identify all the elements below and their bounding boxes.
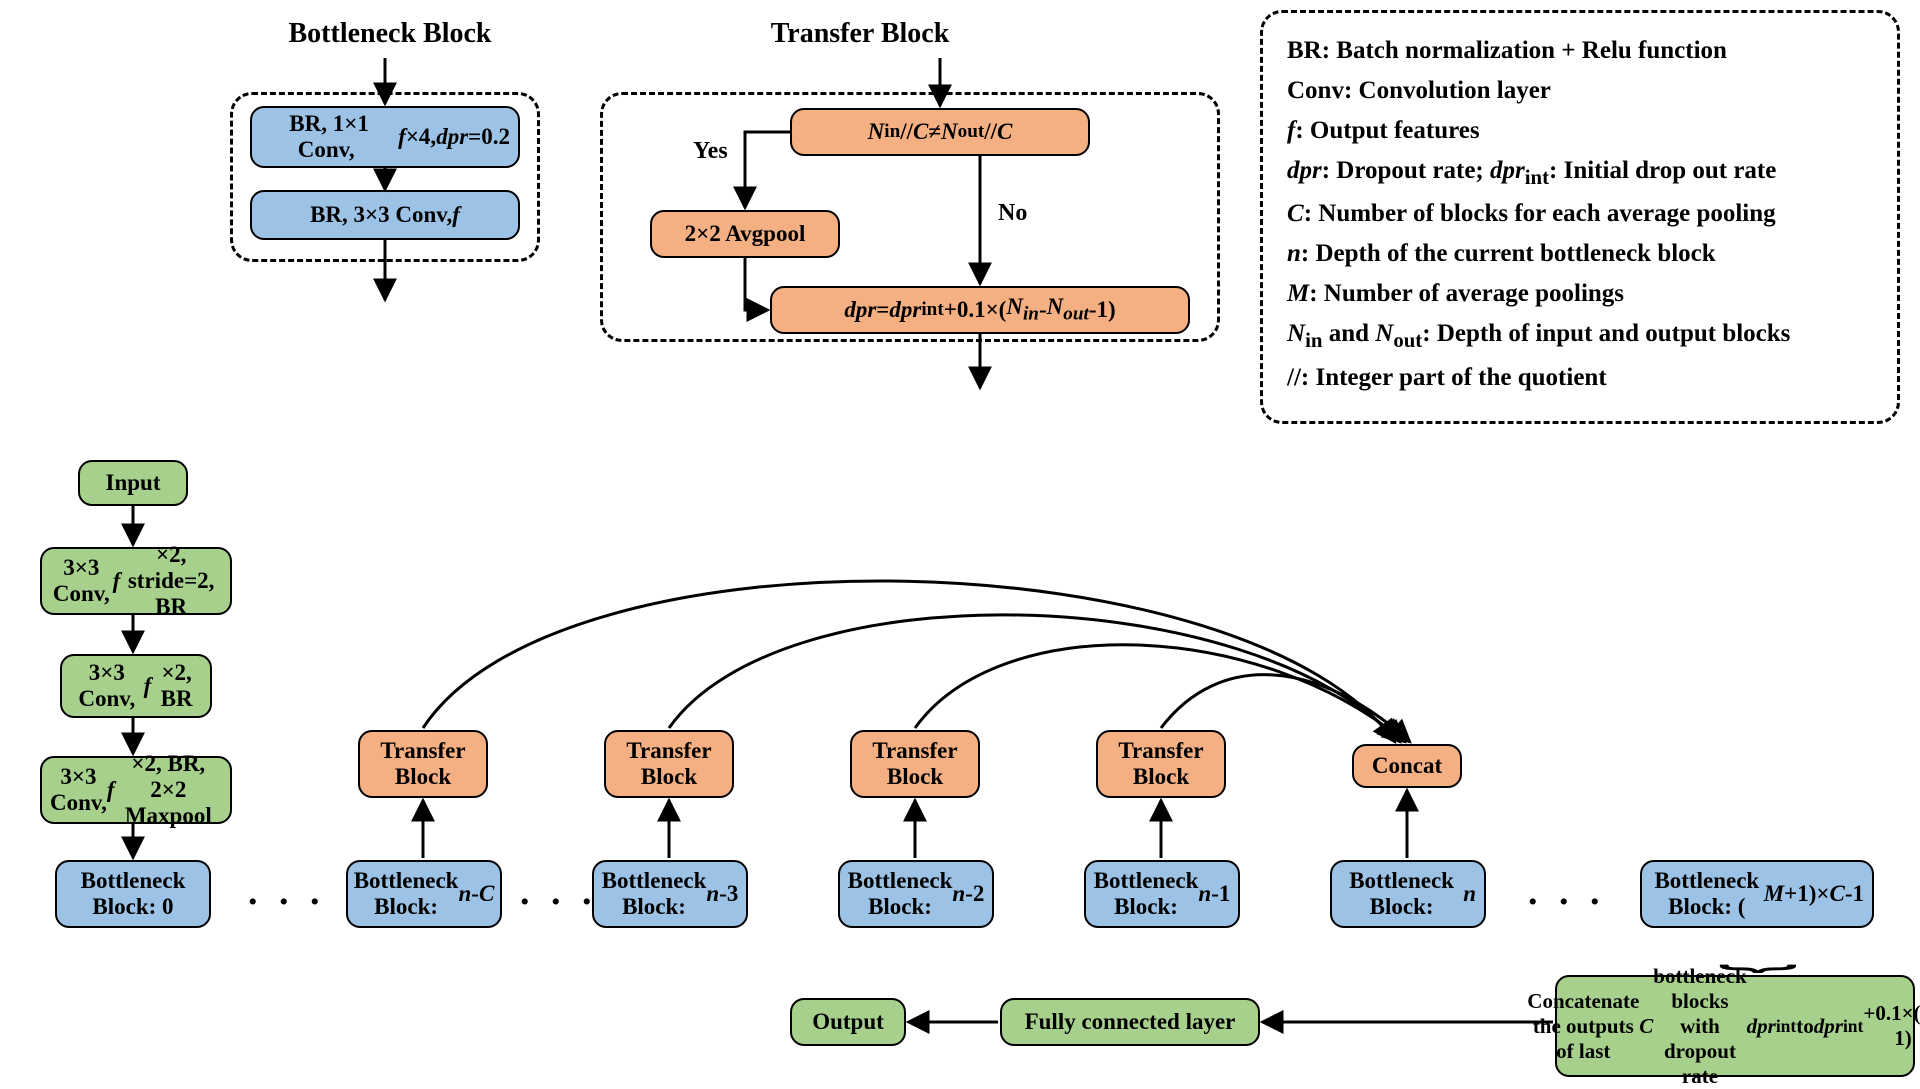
bn-layer1: BR, 1×1 Conv, f×4, dpr=0.2 bbox=[250, 106, 520, 168]
legend-line: C: Number of blocks for each average poo… bbox=[1287, 194, 1873, 234]
tb1: Transfer Block bbox=[358, 730, 488, 798]
final-concat: Concatenate the outputs of last C bottle… bbox=[1555, 975, 1915, 1077]
bb-nC: Bottleneck Block: n-C bbox=[346, 860, 502, 928]
output: Output bbox=[790, 998, 906, 1046]
concat: Concat bbox=[1352, 744, 1462, 788]
legend-line: n: Depth of the current bottleneck block bbox=[1287, 234, 1873, 274]
input-node: Input bbox=[78, 460, 188, 506]
brace: ⏟ bbox=[1718, 930, 1797, 971]
legend-line: //: Integer part of the quotient bbox=[1287, 358, 1873, 398]
dots: . . . bbox=[520, 870, 598, 914]
bb-n1: Bottleneck Block: n-1 bbox=[1084, 860, 1240, 928]
dots: . . . bbox=[248, 870, 326, 914]
legend-line: M: Number of average poolings bbox=[1287, 274, 1873, 314]
bb0: Bottleneck Block: 0 bbox=[55, 860, 211, 928]
tr-yes: Yes bbox=[693, 138, 728, 165]
bottleneck-title: Bottleneck Block bbox=[260, 18, 520, 50]
legend-line: BR: Batch normalization + Relu function bbox=[1287, 31, 1873, 71]
tb2: Transfer Block bbox=[604, 730, 734, 798]
bn-layer2: BR, 3×3 Conv, f bbox=[250, 190, 520, 240]
conv1: 3×3 Conv, f×2, stride=2, BR bbox=[40, 547, 232, 615]
tb3: Transfer Block bbox=[850, 730, 980, 798]
bb-n3: Bottleneck Block: n-3 bbox=[592, 860, 748, 928]
legend-line: Nin and Nout: Depth of input and output … bbox=[1287, 314, 1873, 357]
fcl: Fully connected layer bbox=[1000, 998, 1260, 1046]
transfer-title: Transfer Block bbox=[730, 18, 990, 50]
tr-formula: dpr=dprint+0.1×(Nin-Nout-1) bbox=[770, 286, 1190, 334]
tr-no: No bbox=[998, 200, 1027, 227]
bb-n2: Bottleneck Block: n-2 bbox=[838, 860, 994, 928]
conv2: 3×3 Conv,f×2, BR bbox=[60, 654, 212, 718]
tr-cond: Nin // C ≠ Nout // C bbox=[790, 108, 1090, 156]
legend-line: Conv: Convolution layer bbox=[1287, 71, 1873, 111]
legend-line: f: Output features bbox=[1287, 111, 1873, 151]
conv3: 3×3 Conv, f×2, BR, 2×2 Maxpool bbox=[40, 756, 232, 824]
legend-box: BR: Batch normalization + Relu function … bbox=[1260, 10, 1900, 424]
legend-line: dpr: Dropout rate; dprint: Initial drop … bbox=[1287, 151, 1873, 194]
tr-avgpool: 2×2 Avgpool bbox=[650, 210, 840, 258]
bb-last: Bottleneck Block: (M+1)×C-1 bbox=[1640, 860, 1874, 928]
dots: . . . bbox=[1528, 870, 1606, 914]
tb4: Transfer Block bbox=[1096, 730, 1226, 798]
bb-n: Bottleneck Block: n bbox=[1330, 860, 1486, 928]
